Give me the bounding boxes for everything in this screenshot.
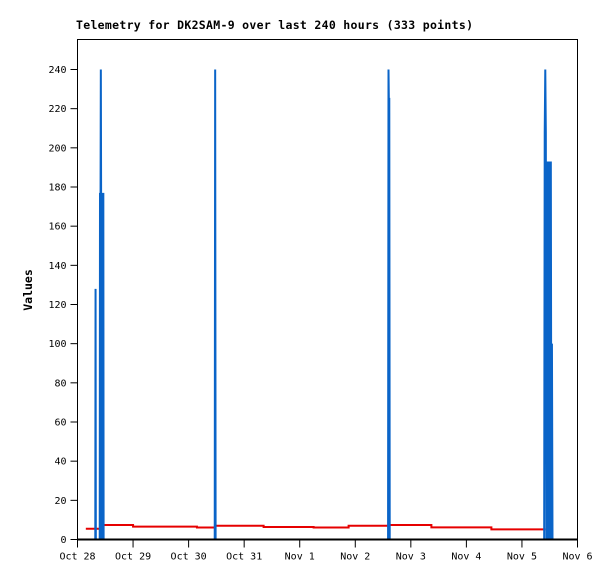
plot-border	[77, 39, 578, 540]
y-tick-label: 180	[48, 183, 66, 194]
x-tick-label: Nov 5	[507, 552, 537, 563]
x-tick-label: Nov 4	[451, 552, 481, 563]
y-tick-label: 40	[54, 457, 66, 468]
y-tick-label: 80	[54, 378, 66, 389]
x-tick-label: Oct 31	[226, 552, 262, 563]
y-tick-label: 200	[48, 143, 66, 154]
y-tick-label: 160	[48, 222, 66, 233]
x-tick-label: Oct 29	[115, 552, 151, 563]
x-tick-label: Nov 2	[340, 552, 370, 563]
y-tick-label: 20	[54, 496, 66, 507]
x-tick-label: Nov 1	[285, 552, 315, 563]
x-tick-label: Nov 3	[396, 552, 426, 563]
y-tick-label: 0	[60, 535, 66, 546]
y-tick-label: 100	[48, 339, 66, 350]
chart-title: Telemetry for DK2SAM-9 over last 240 hou…	[76, 18, 474, 32]
y-tick-label: 140	[48, 261, 66, 272]
blue-series-line	[85, 69, 555, 541]
y-tick-label: 60	[54, 418, 66, 429]
y-tick-label: 240	[48, 65, 66, 76]
x-tick-label: Oct 28	[59, 552, 95, 563]
y-tick-label: 120	[48, 300, 66, 311]
red-series-line	[85, 524, 546, 531]
x-tick-label: Nov 6	[562, 552, 592, 563]
x-tick-label: Oct 30	[171, 552, 207, 563]
y-tick-label: 220	[48, 104, 66, 115]
